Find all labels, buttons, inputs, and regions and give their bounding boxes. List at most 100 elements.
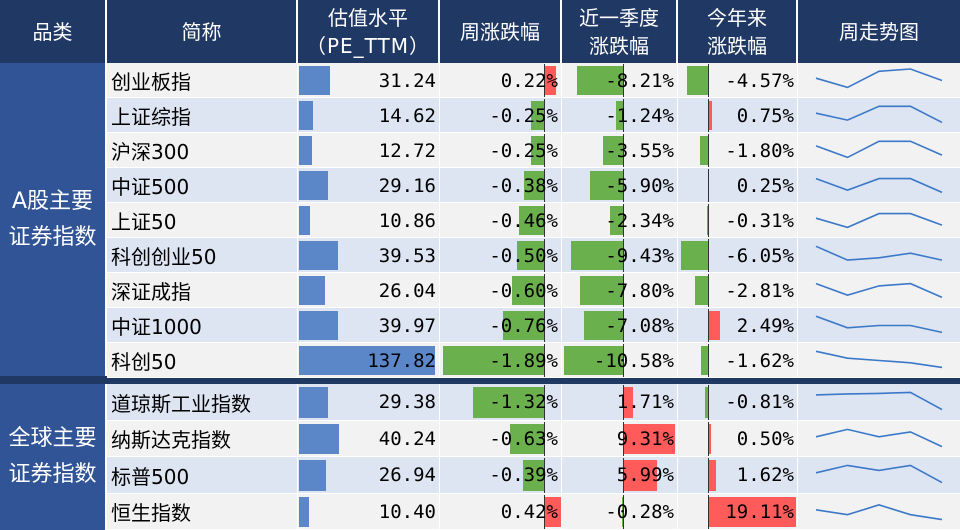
index-name: 科创创业50	[107, 238, 298, 273]
pe-bar	[299, 276, 325, 305]
change-cell: 5.99%	[562, 457, 678, 494]
positive-bar	[708, 311, 720, 340]
pe-cell: 26.94	[298, 457, 440, 494]
change-value: -0.81%	[725, 391, 794, 414]
change-value: -0.63%	[489, 427, 558, 450]
row-divider	[107, 272, 960, 273]
zero-axis	[708, 134, 710, 167]
sparkline-path	[815, 391, 943, 411]
pe-value: 26.04	[378, 279, 436, 302]
change-cell: 0.75%	[678, 98, 798, 133]
negative-bar	[704, 387, 709, 418]
pe-value: 31.24	[378, 69, 436, 92]
pe-cell: 14.62	[298, 98, 440, 133]
pe-bar	[299, 423, 339, 454]
row-divider	[107, 492, 960, 494]
zero-axis	[708, 458, 710, 493]
change-value: -0.50%	[489, 244, 558, 267]
pe-cell: 29.38	[298, 384, 440, 421]
trend-cell	[798, 273, 960, 308]
row-divider	[107, 202, 960, 203]
negative-bar	[621, 496, 624, 527]
section-separator	[0, 376, 960, 384]
change-cell: 0.22%	[440, 63, 562, 98]
trend-cell	[798, 343, 960, 378]
zero-axis	[623, 204, 625, 237]
change-value: -0.46%	[489, 209, 558, 232]
header-pe-line1: 估值水平	[328, 5, 408, 30]
change-cell: -1.62%	[678, 343, 798, 378]
header-quarter-change-line2: 涨跌幅	[589, 33, 649, 58]
sparkline-path	[815, 212, 943, 229]
sparkline	[815, 105, 943, 124]
pe-cell: 12.72	[298, 133, 440, 168]
change-value: -4.57%	[725, 69, 794, 92]
change-value: 1.71%	[616, 391, 674, 414]
negative-bar	[583, 311, 624, 340]
trend-cell	[798, 420, 960, 457]
pe-bar	[299, 66, 330, 95]
change-value: 9.31%	[616, 427, 674, 450]
change-cell: -10.58%	[562, 343, 678, 378]
change-cell: 9.31%	[562, 420, 678, 457]
change-value: -0.31%	[725, 209, 794, 232]
pe-bar	[299, 311, 339, 340]
zero-axis	[623, 99, 625, 132]
change-cell: -0.46%	[440, 203, 562, 238]
change-value: -0.28%	[605, 500, 674, 523]
zero-axis	[543, 64, 545, 97]
zero-axis	[708, 494, 710, 529]
header-ytd-change: 今年来 涨跌幅	[678, 0, 798, 63]
header-trend: 周走势图	[798, 0, 960, 63]
sparkline	[815, 503, 943, 520]
change-cell: -6.05%	[678, 238, 798, 273]
negative-bar	[523, 171, 544, 200]
zero-axis	[543, 421, 545, 456]
zero-axis	[543, 204, 545, 237]
header-name-label: 简称	[181, 19, 222, 44]
zero-axis	[543, 385, 545, 420]
trend-cell	[798, 63, 960, 98]
change-cell: -9.43%	[562, 238, 678, 273]
pe-value: 137.82	[367, 349, 436, 372]
pe-value: 12.72	[378, 139, 436, 162]
zero-axis	[708, 274, 710, 307]
pe-value: 40.24	[378, 427, 436, 450]
sparkline-path	[815, 177, 943, 194]
zero-axis	[708, 64, 710, 97]
change-value: -1.32%	[489, 391, 558, 414]
pe-cell: 40.24	[298, 420, 440, 457]
row-divider	[107, 456, 960, 457]
change-value: -0.60%	[489, 279, 558, 302]
negative-bar	[570, 241, 624, 270]
change-value: 0.42%	[500, 500, 558, 523]
zero-axis	[623, 64, 625, 97]
index-name: 中证500	[107, 168, 298, 203]
change-cell: -0.50%	[440, 238, 562, 273]
negative-bar	[530, 136, 544, 165]
negative-bar	[700, 136, 709, 165]
zero-axis	[543, 99, 545, 132]
sparkline	[815, 140, 943, 159]
change-value: -0.38%	[489, 174, 558, 197]
pe-value: 10.86	[378, 209, 436, 232]
trend-cell	[798, 384, 960, 421]
change-value: -0.39%	[489, 464, 558, 487]
zero-axis	[543, 458, 545, 493]
change-cell: 0.42%	[440, 493, 562, 530]
zero-axis	[623, 385, 625, 420]
change-value: 1.62%	[736, 464, 794, 487]
index-name: 上证综指	[107, 98, 298, 133]
row-divider	[107, 307, 960, 308]
change-cell: -8.21%	[562, 63, 678, 98]
zero-axis	[623, 458, 625, 493]
positive-bar	[708, 423, 711, 454]
pe-bar	[299, 460, 326, 491]
zero-axis	[623, 344, 625, 377]
header-ytd-change-line2: 涨跌幅	[707, 33, 767, 58]
change-cell: -0.28%	[562, 493, 678, 530]
sparkline	[815, 212, 943, 229]
change-cell: -0.38%	[440, 168, 562, 203]
pe-cell: 39.53	[298, 238, 440, 273]
zero-axis	[623, 494, 625, 529]
